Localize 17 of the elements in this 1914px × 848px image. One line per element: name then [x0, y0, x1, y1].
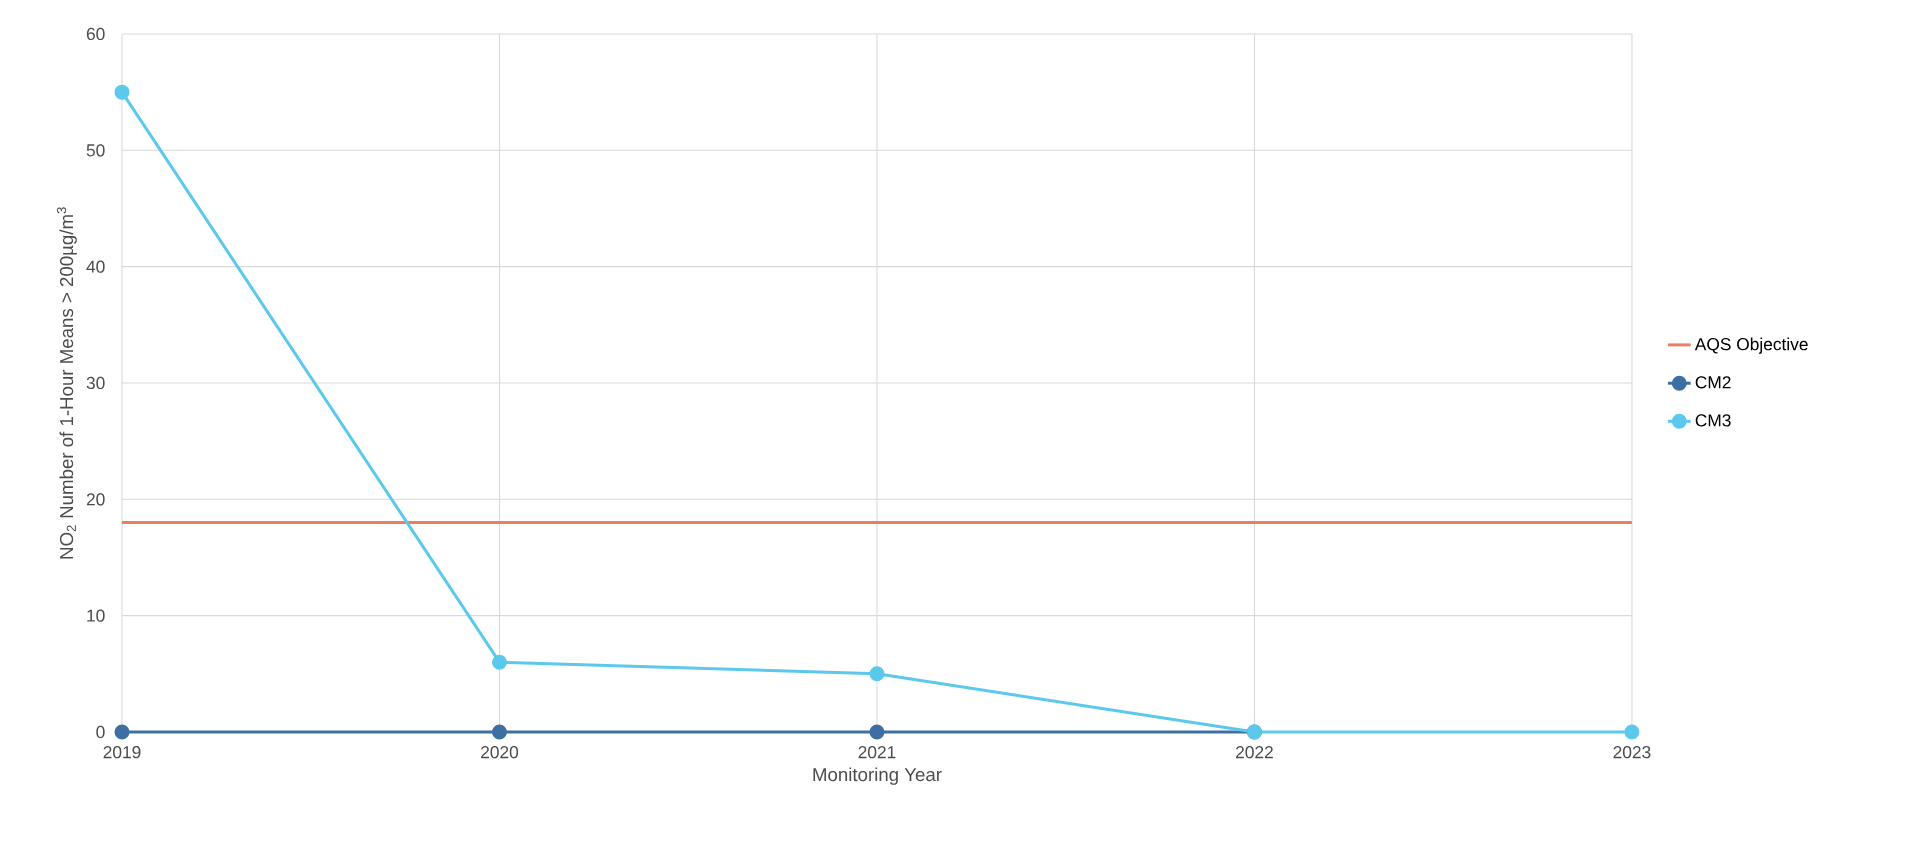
- y-tick-label: 20: [86, 493, 105, 506]
- y-axis-title: NO$_{2}$ Number of 1-Hour Means > 200µg/m$^{3}$: [56, 207, 77, 559]
- y-tick-label: 0: [96, 725, 105, 739]
- legend-label: AQS Objective: [1694, 337, 1808, 354]
- x-tick-label: 2019: [103, 746, 141, 759]
- y-tick-label: 60: [86, 27, 105, 41]
- y-tick-label: 10: [87, 609, 105, 622]
- x-axis-title: Monitoring Year: [813, 767, 942, 785]
- x-tick-label: 2022: [1236, 746, 1273, 759]
- y-tick-label: 40: [86, 260, 105, 273]
- x-tick-label: 2020: [481, 746, 519, 759]
- y-tick-label: 30: [86, 376, 105, 390]
- legend-label: CM3: [1695, 414, 1731, 427]
- x-tick-label: 2023: [1613, 746, 1651, 759]
- legend-label: CM2: [1695, 376, 1731, 389]
- y-tick-label: 50: [86, 144, 105, 157]
- x-tick-label: 2021: [858, 746, 896, 759]
